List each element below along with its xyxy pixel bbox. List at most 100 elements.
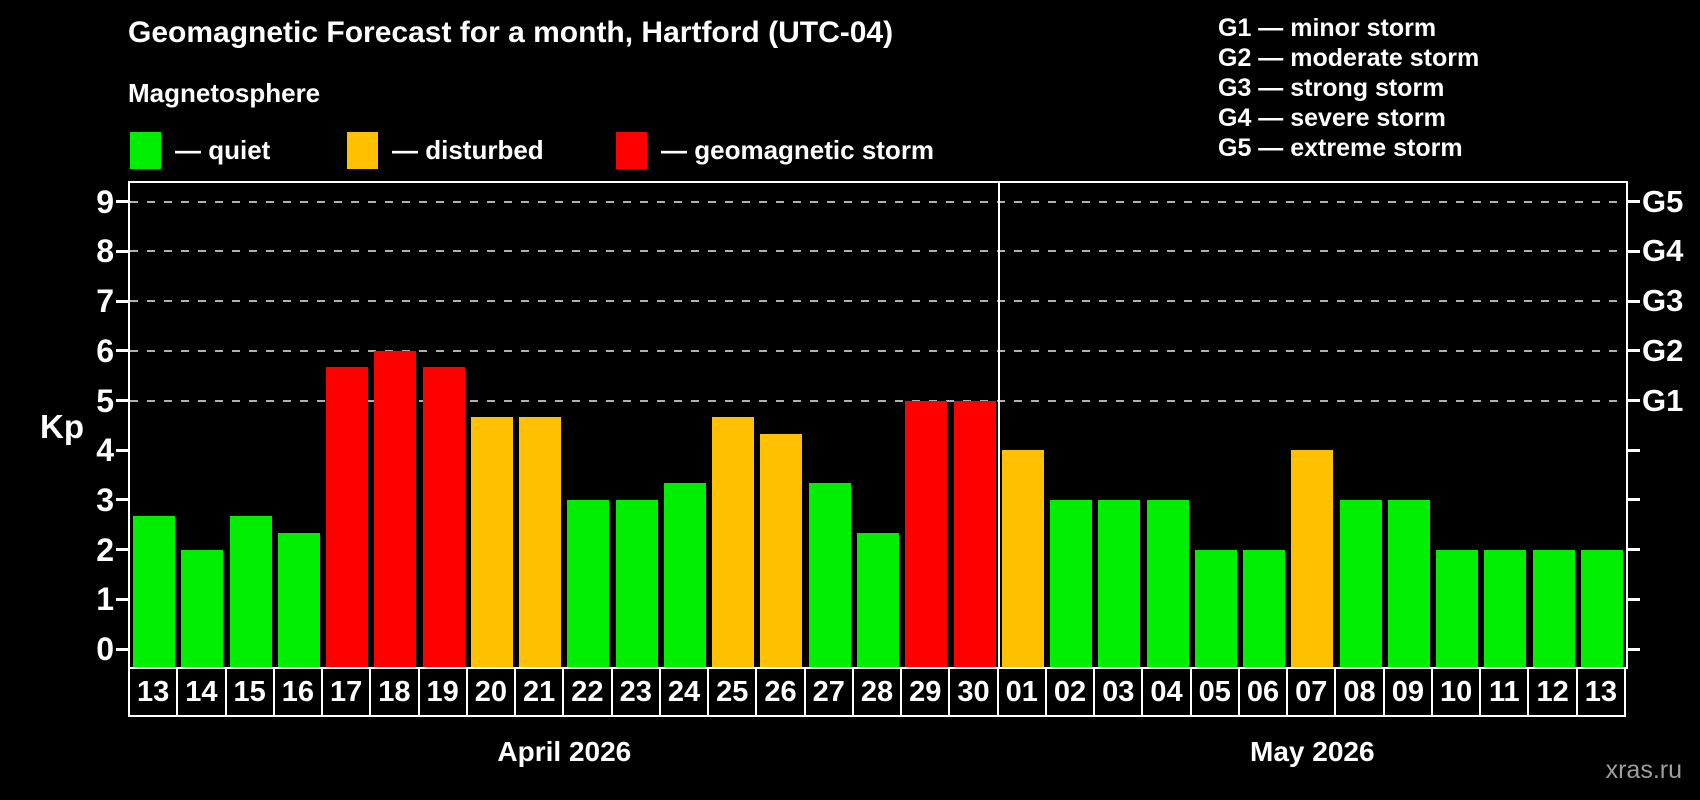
g-axis-tick [1628,349,1640,353]
disturbed-label: — disturbed [392,134,544,165]
gridline-kp5 [130,399,1626,402]
kp-bar [1146,499,1189,667]
g-axis-value: G1 [1642,382,1684,418]
magnetosphere-label: Magnetosphere [128,78,321,108]
g-axis-tick [1628,448,1640,452]
date-cell: 27 [803,667,854,717]
date-cell: 24 [658,667,710,717]
date-cell: 03 [1093,667,1144,717]
legend-item-disturbed: — disturbed [347,130,544,170]
date-cell: 26 [755,667,806,717]
disturbed-color-swatch [347,131,378,169]
g3-legend-line: G3 — strong storm [1218,74,1445,102]
date-cell: 23 [610,667,661,717]
y-axis-value: 0 [96,631,114,667]
g-axis-value: G5 [1642,183,1684,219]
kp-bar [1001,450,1044,667]
g-axis-tick [1628,200,1640,204]
g-axis-tick [1628,597,1640,601]
y-axis-tick [116,597,128,601]
date-cell: 06 [1237,667,1289,717]
quiet-color-swatch [130,131,161,169]
y-axis-value: 5 [96,382,114,419]
y-axis-tick [116,399,128,402]
g-axis-tick [1628,399,1640,402]
date-cell: 13 [1575,667,1626,717]
kp-bar [181,549,224,667]
month-label: April 2026 [497,736,632,767]
storm-label: — geomagnetic storm [661,134,935,165]
g-scale-legend: G1 — minor storm G2 — moderate storm G3 … [1218,13,1479,163]
kp-bar [567,499,610,667]
date-cell: 12 [1527,667,1578,717]
kp-bar [1387,499,1430,667]
y-axis-value: 9 [96,183,114,220]
date-cell: 29 [900,667,951,717]
g5-legend-line: G5 — extreme storm [1218,134,1463,162]
y-axis-tick [116,249,128,253]
y-axis-tick [116,548,128,552]
month-label: May 2026 [1250,736,1375,767]
y-axis-value: 3 [96,481,114,518]
kp-bar [953,400,996,667]
date-cell: 25 [707,667,758,717]
kp-bar [1532,549,1575,667]
kp-bar [857,533,899,667]
kp-bar [1050,499,1093,667]
g-axis-tick [1628,299,1640,303]
date-cell: 04 [1141,667,1192,717]
kp-bar [1580,549,1623,667]
kp-bar [615,499,658,667]
gridline-kp8 [130,250,1626,253]
y-axis-value: 2 [96,531,114,568]
kp-bar [1243,549,1286,667]
g-axis-tick [1628,647,1640,651]
page-title: Geomagnetic Forecast for a month, Hartfo… [128,16,894,49]
date-cell: 02 [1044,667,1096,717]
date-cell: 20 [465,667,517,717]
date-cell: 22 [562,667,613,717]
kp-bar [905,400,948,667]
plot-area [116,181,1640,669]
kp-bar [1484,549,1527,667]
legend-item-storm: — geomagnetic storm [616,130,934,170]
g-axis-tick [1628,548,1640,552]
quiet-label: — quiet [175,134,271,165]
date-cell: 18 [369,667,420,717]
y-axis-tick [116,349,128,353]
kp-bar [1436,549,1479,667]
kp-bar [470,416,513,667]
watermark: xras.ru [1605,756,1682,784]
kp-bar [133,516,176,667]
kp-bar [1339,499,1382,667]
g4-legend-line: G4 — severe storm [1218,104,1446,132]
gridline-kp9 [130,200,1626,203]
kp-bar [422,367,465,667]
kp-bar [663,483,706,667]
date-cell: 08 [1334,667,1385,717]
date-cell: 30 [948,667,999,717]
date-cell: 15 [224,667,275,717]
g-axis-value: G3 [1642,283,1684,319]
kp-bar [519,416,562,667]
y-axis-value: 6 [96,332,114,369]
date-cell: 05 [1189,667,1240,717]
kp-axis-label: Kp [40,408,84,445]
date-cell: 17 [321,667,372,717]
gridline-kp6 [130,349,1626,352]
g-axis-value: G2 [1642,332,1684,368]
kp-bar [277,533,320,667]
kp-bar [229,516,272,667]
date-cell: 01 [996,667,1047,717]
kp-bar [1291,450,1334,667]
storm-color-swatch [616,131,647,169]
date-cell: 28 [851,667,903,717]
y-axis-tick [116,299,128,303]
y-axis-value: 8 [96,233,114,270]
y-axis-tick [116,448,128,452]
g-axis-tick [1628,498,1640,502]
y-axis-tick [116,498,128,502]
y-axis-tick [116,647,128,651]
kp-bar [326,367,369,667]
